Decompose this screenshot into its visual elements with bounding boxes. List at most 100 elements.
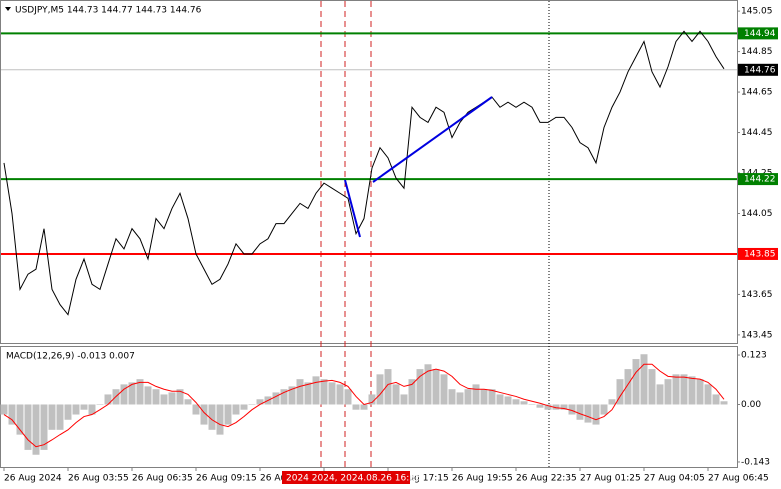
histogram-bar [496, 394, 504, 405]
histogram-bar [400, 394, 408, 405]
histogram-bar [480, 389, 488, 405]
y-tick-label: 144.05 [741, 209, 773, 219]
histogram-bar [360, 404, 368, 410]
x-tick-label: 26 Aug 03:55 [68, 474, 129, 484]
y-tick-label: 145.05 [741, 7, 773, 17]
histogram-bar [80, 404, 88, 410]
histogram-bar [256, 399, 264, 405]
x-tick-label: 26 Aug 06:35 [132, 474, 193, 484]
histogram-bar [144, 386, 152, 405]
histogram-bar [464, 389, 472, 405]
y-tick-label: 144.45 [741, 128, 773, 138]
histogram-bar [160, 394, 168, 405]
histogram-bar [104, 394, 112, 405]
histogram-bar [272, 392, 280, 405]
x-tick-label: 26 Aug 09:15 [196, 474, 257, 484]
histogram-bar [248, 404, 256, 405]
histogram-bar [488, 389, 496, 405]
histogram-bar [8, 404, 16, 425]
level-label-bg [738, 63, 778, 76]
y-tick-label: 143.45 [741, 330, 773, 340]
histogram-bar [504, 396, 512, 405]
histogram-bar [40, 404, 48, 450]
histogram-bar [720, 401, 728, 405]
x-tick-label: 26 Aug 2024 [4, 474, 62, 484]
histogram-bar [416, 369, 424, 405]
y-tick-label: -0.143 [741, 457, 770, 467]
price-frame [0, 0, 738, 344]
histogram-bar [320, 379, 328, 405]
histogram-bar [352, 404, 360, 410]
histogram-bar [280, 389, 288, 405]
histogram-bar [680, 374, 688, 405]
x-tick-label: 26 Aug 17:15 [388, 474, 449, 484]
overlay: 144.94 144.22 143.85 144.76 2024 2024, 2024.… [282, 27, 778, 484]
histogram-bar [96, 404, 104, 405]
title-arrow [5, 7, 11, 11]
histogram-bar [16, 404, 24, 435]
histogram-bar [536, 404, 544, 408]
price-line [3, 30, 725, 316]
histogram-bar [24, 404, 32, 450]
histogram-bar [328, 382, 336, 405]
x-tick-label: 27 Aug 01:25 [580, 474, 641, 484]
histogram-bar [632, 359, 640, 405]
histogram-bar [0, 404, 8, 415]
histogram-bar [240, 404, 248, 410]
histogram-bar [336, 384, 344, 405]
histogram-bar [392, 384, 400, 405]
histogram-bar [584, 404, 592, 423]
histogram-bar [648, 369, 656, 405]
histogram-bar [192, 404, 200, 415]
level-label: 144.22 [744, 175, 776, 185]
y-tick-label: 143.65 [741, 290, 773, 300]
level-label: 144.76 [744, 65, 776, 75]
signal-line [3, 363, 725, 448]
histogram-bar [152, 389, 160, 405]
level-label: 144.94 [744, 29, 776, 39]
x-tick-label: 27 Aug 04:05 [644, 474, 705, 484]
histogram-bar [32, 404, 40, 455]
histogram-bar [704, 384, 712, 405]
histogram-bar [440, 374, 448, 405]
markers [320, 1, 550, 468]
histogram-bar [656, 384, 664, 405]
histogram-bar [224, 404, 232, 425]
histogram-bar [560, 404, 568, 410]
histogram-bar [72, 404, 80, 415]
histogram-bar [640, 354, 648, 405]
histogram-bar [168, 392, 176, 405]
histogram-bar [432, 369, 440, 405]
x-tick-label: 26 Aug 22:35 [516, 474, 577, 484]
histogram-bar [64, 404, 72, 420]
histogram-bar [296, 379, 304, 405]
trend-line [372, 96, 493, 183]
level-label-bg [738, 27, 778, 40]
histogram-bar [600, 404, 608, 415]
x-tick-label: 26 Aug 19:55 [452, 474, 513, 484]
macd-title: MACD(12,26,9) -0.013 0.007 [6, 352, 135, 362]
histogram-bar [184, 399, 192, 405]
histogram-bar [176, 389, 184, 405]
y-tick-label: 0.123 [741, 351, 767, 361]
histogram-bar [200, 404, 208, 425]
histogram-bar [544, 404, 552, 410]
histogram-bar [408, 379, 416, 405]
y-tick-label: 0.00 [741, 400, 761, 410]
histogram-bar [208, 404, 216, 430]
histogram-bar [424, 364, 432, 405]
histogram-bar [624, 369, 632, 405]
histogram-bar [120, 384, 128, 405]
histogram-bar [520, 401, 528, 405]
histogram-bar [664, 379, 672, 405]
level-label-bg [738, 247, 778, 260]
histogram-bar [56, 404, 64, 430]
histogram-bar [304, 382, 312, 405]
level-label-bg [738, 173, 778, 186]
trend-line [344, 179, 361, 238]
trend-lines [344, 96, 493, 238]
histogram-bar [472, 384, 480, 405]
y-tick-label: 144.65 [741, 88, 773, 98]
